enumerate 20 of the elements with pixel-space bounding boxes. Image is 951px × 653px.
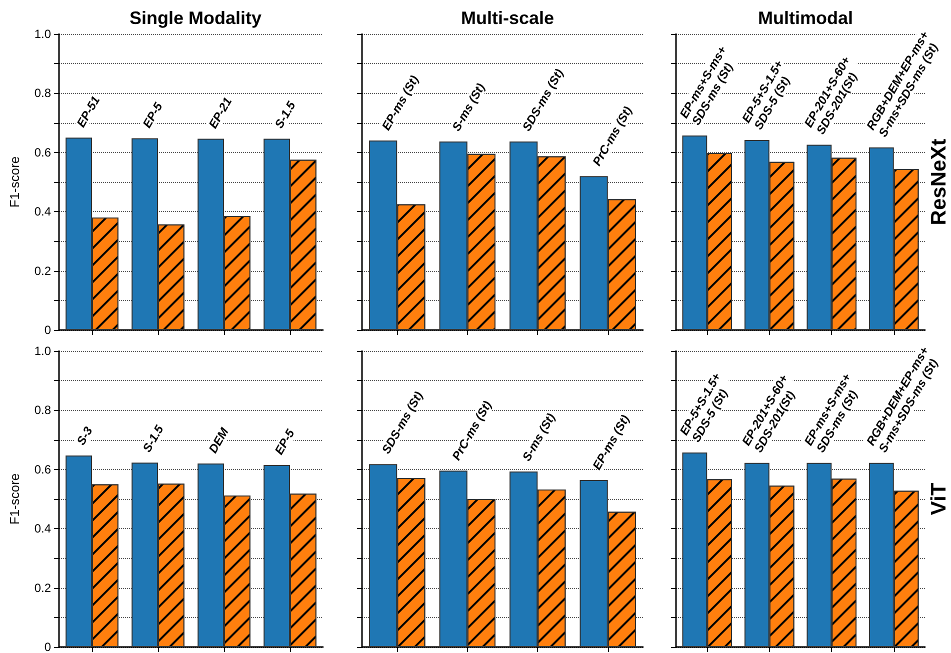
y2-axis-title: ResNeXt (928, 138, 950, 226)
x-tick-label: S-3 (74, 424, 96, 448)
y-tick-label: 0 (44, 323, 52, 337)
chart-title: Single Modality (129, 8, 262, 28)
y-axis-title: F1-score (7, 473, 22, 525)
y-tick-label: 0 (44, 640, 52, 653)
y-tick-label: 0.4 (34, 522, 52, 536)
chart-title: Multi-scale (460, 8, 554, 28)
y2-axis-title: ViT (928, 482, 950, 516)
y-tick-label: 0.8 (34, 86, 52, 100)
y-tick-label: 0.6 (34, 145, 52, 160)
y-tick-label: 0.4 (34, 204, 52, 219)
y-tick-label: 0.2 (34, 264, 52, 278)
y-axis-title: F1-score (7, 156, 22, 208)
y-tick-label: 0.2 (34, 580, 52, 595)
y-tick-label: 1.0 (34, 344, 52, 358)
chart-title: Multimodal (758, 8, 853, 28)
y-tick-label: 0.8 (34, 403, 52, 418)
y-tick-label: 1.0 (34, 27, 52, 41)
y-tick-label: 0.6 (34, 462, 52, 476)
